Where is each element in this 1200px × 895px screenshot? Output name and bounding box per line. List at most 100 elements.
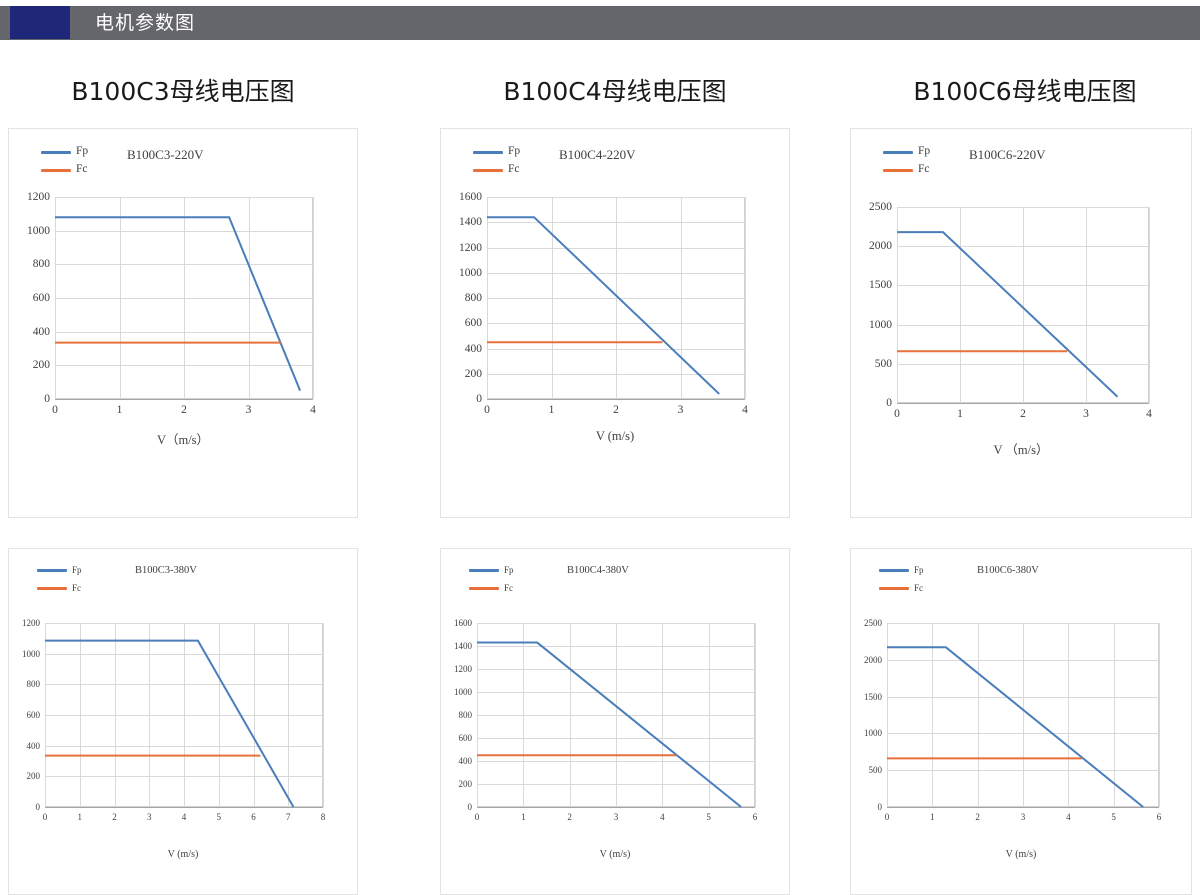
y-axis-tick-label: 1200 bbox=[454, 664, 472, 674]
gridline-horizontal bbox=[477, 807, 755, 808]
y-axis-tick-label: 200 bbox=[26, 771, 41, 782]
gridline-horizontal bbox=[487, 399, 745, 400]
legend-item-fp[interactable]: Fp bbox=[879, 563, 924, 577]
y-axis-tick-label: 800 bbox=[458, 710, 473, 720]
x-axis-tick-label: 4 bbox=[1066, 812, 1071, 822]
chart-grid: B100C3母线电压图 Fp Fc B100C3-220V 0 200 400 600 800… bbox=[0, 46, 1200, 895]
gridline-vertical bbox=[680, 197, 682, 399]
legend-item-fc[interactable]: Fc bbox=[37, 581, 82, 595]
gridline-vertical bbox=[1023, 207, 1024, 403]
chart-b100c6-220v: Fp Fc B100C6-220V 0 500 1000 1500 2000 2500 0 1 2 3 4… bbox=[851, 129, 1191, 517]
x-axis-tick-label: 1 bbox=[548, 404, 555, 416]
gridline-vertical bbox=[897, 207, 898, 403]
x-axis-label: V (m/s) bbox=[595, 429, 635, 443]
y-axis-tick-label: 0 bbox=[886, 397, 892, 409]
legend-label: Fc bbox=[914, 582, 923, 593]
legend-item-fc[interactable]: Fc bbox=[883, 163, 930, 177]
card-b100c4-bus-voltage: B100C4母线电压图 Fp Fc B100C4-220V 0 200 400 600 800… bbox=[440, 46, 790, 518]
gridline-vertical bbox=[1068, 623, 1070, 807]
legend-item-fp[interactable]: Fp bbox=[41, 145, 88, 159]
y-axis-tick-label: 500 bbox=[868, 765, 883, 776]
gridline-vertical bbox=[616, 623, 617, 807]
legend-label: Fp bbox=[914, 564, 924, 575]
x-axis-tick-label: 2 bbox=[567, 812, 572, 822]
y-axis-tick-label: 0 bbox=[467, 802, 473, 812]
gridline-vertical bbox=[523, 623, 525, 807]
legend-item-fc[interactable]: Fc bbox=[469, 581, 514, 595]
x-axis-label: V (m/s) bbox=[167, 849, 199, 860]
series-line-fp bbox=[477, 641, 742, 808]
x-axis-tick-label: 3 bbox=[245, 404, 252, 416]
legend-swatch-icon bbox=[469, 586, 499, 590]
legend-item-fp[interactable]: Fp bbox=[469, 563, 514, 577]
gridline-vertical bbox=[253, 623, 255, 807]
plot-area: 0 200 400 600 800 1000 1200 0 1 2 3 4 bbox=[27, 191, 316, 416]
x-axis-tick-label: 1 bbox=[521, 812, 526, 822]
y-axis-tick-label: 1000 bbox=[22, 648, 40, 659]
legend-item-fc[interactable]: Fc bbox=[473, 163, 520, 177]
y-axis-tick-label: 1000 bbox=[459, 266, 482, 279]
series-layer bbox=[477, 641, 742, 808]
y-axis-tick-label: 400 bbox=[32, 325, 50, 338]
y-axis-tick-label: 1600 bbox=[454, 618, 472, 628]
gridline-vertical bbox=[551, 197, 553, 399]
gridline-vertical bbox=[45, 623, 46, 807]
y-axis-tick-label: 0 bbox=[877, 802, 883, 812]
gridline-vertical bbox=[1159, 623, 1160, 807]
x-axis-tick-label: 3 bbox=[1020, 812, 1026, 822]
y-axis-tick-label: 1200 bbox=[27, 191, 50, 203]
gridline-vertical bbox=[887, 623, 888, 807]
gridline-vertical bbox=[55, 197, 56, 399]
gridline-vertical bbox=[1086, 207, 1087, 403]
x-axis-tick-label: 7 bbox=[286, 812, 291, 822]
chart-panel: Fp Fc B100C3-380V 0 200 400 600 800 1000 1200 0 1 2 3… bbox=[8, 548, 358, 895]
gridline-vertical bbox=[184, 197, 185, 399]
y-axis-tick-label: 800 bbox=[32, 258, 50, 271]
legend-item-fp[interactable]: Fp bbox=[473, 145, 520, 159]
legend-item-fc[interactable]: Fc bbox=[41, 163, 88, 177]
series-line-fp bbox=[45, 639, 295, 808]
gridline-vertical bbox=[745, 197, 746, 399]
legend-label: Fc bbox=[918, 163, 930, 176]
legend-item-fc[interactable]: Fc bbox=[879, 581, 924, 595]
x-axis-tick-label: 5 bbox=[706, 812, 711, 822]
gridline-horizontal bbox=[55, 399, 313, 400]
gridline-vertical bbox=[248, 197, 250, 399]
x-axis-tick-label: 3 bbox=[613, 812, 619, 822]
chart-panel: Fp Fc B100C4-220V 0 200 400 600 800 1000 1200 1400… bbox=[440, 128, 790, 518]
series-layer bbox=[55, 216, 302, 391]
series-layer bbox=[887, 646, 1144, 808]
legend-item-fp[interactable]: Fp bbox=[37, 563, 82, 577]
y-axis-tick-label: 1000 bbox=[864, 728, 882, 739]
legend-item-fp[interactable]: Fp bbox=[883, 145, 930, 159]
legend-label: Fc bbox=[76, 163, 88, 176]
y-axis-tick-label: 2000 bbox=[864, 654, 882, 665]
card-title: B100C3母线电压图 bbox=[71, 77, 295, 106]
y-axis-tick-label: 2500 bbox=[864, 618, 882, 628]
x-axis-tick-label: 2 bbox=[1020, 408, 1026, 420]
card-b100c6-bus-voltage: B100C6母线电压图 Fp Fc B100C6-220V 0 500 1000 1500 2… bbox=[850, 46, 1200, 518]
x-axis-tick-label: 0 bbox=[42, 812, 48, 822]
y-axis-tick-label: 500 bbox=[874, 357, 892, 370]
x-axis-tick-label: 8 bbox=[320, 812, 326, 822]
gridline-horizontal bbox=[887, 807, 1159, 808]
gridline-vertical bbox=[708, 623, 710, 807]
chart-b100c3-380v: Fp Fc B100C3-380V 0 200 400 600 800 1000 1200 0 1 2 3… bbox=[9, 549, 357, 894]
legend-label: Fp bbox=[918, 145, 931, 158]
legend-swatch-icon bbox=[883, 168, 913, 172]
chart-legend: Fp Fc bbox=[469, 563, 514, 599]
x-axis-tick-label: 6 bbox=[251, 812, 256, 822]
y-axis-tick-label: 1200 bbox=[459, 241, 482, 254]
x-axis-tick-label: 4 bbox=[181, 812, 187, 822]
y-axis-tick-label: 200 bbox=[458, 779, 473, 789]
gridline-vertical bbox=[184, 623, 185, 807]
card-b100c3-bus-voltage: B100C3母线电压图 Fp Fc B100C3-220V 0 200 400 600 800… bbox=[8, 46, 358, 518]
y-axis-tick-label: 1400 bbox=[454, 641, 472, 651]
chart-legend: Fp Fc bbox=[37, 563, 82, 599]
plot-area: 0 200 400 600 800 1000 1200 1400 1600 0 1 2 3 4 5 6 bbox=[454, 618, 757, 822]
series-layer bbox=[487, 216, 720, 395]
gridline-vertical bbox=[487, 197, 488, 399]
gridline-vertical bbox=[79, 623, 81, 807]
card-title: B100C4母线电压图 bbox=[503, 77, 727, 106]
gridline-vertical bbox=[218, 623, 220, 807]
